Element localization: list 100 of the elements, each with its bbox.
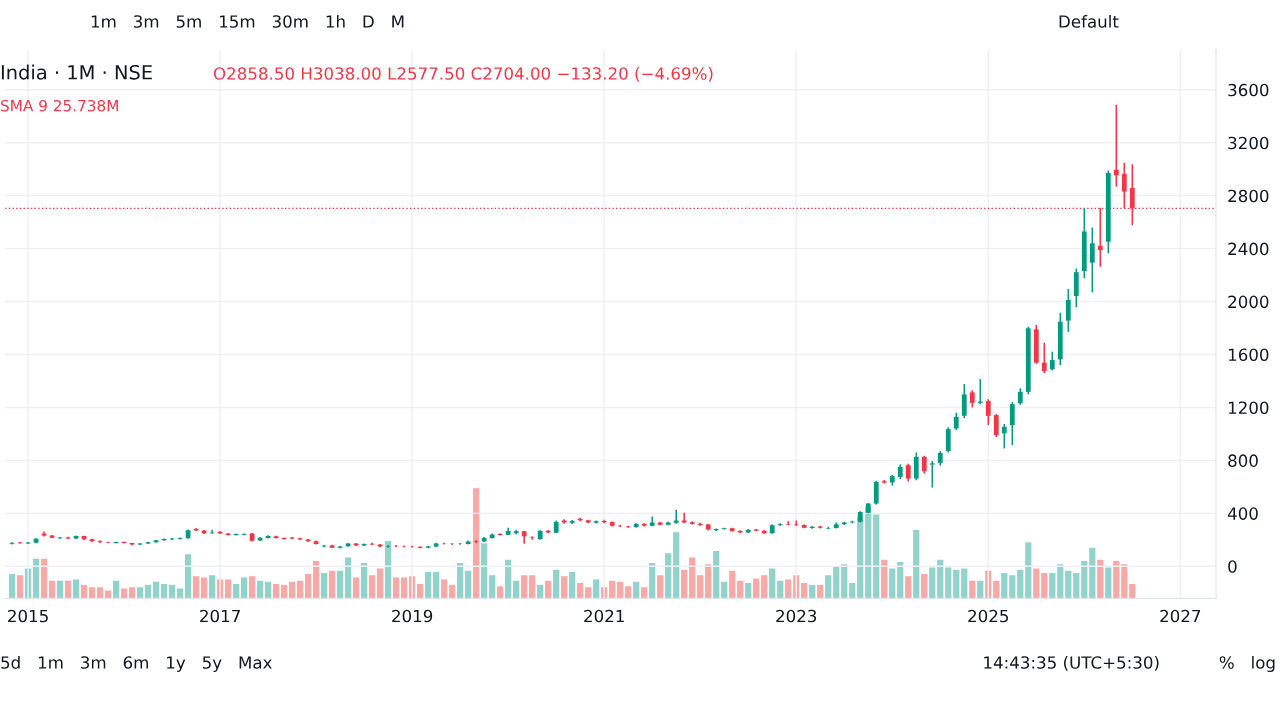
bar: [369, 575, 376, 599]
bar: [1017, 569, 1024, 599]
bar: [8, 574, 16, 599]
bar: [569, 571, 576, 599]
y-tick-label: 1200: [1228, 401, 1269, 415]
bar: [1041, 572, 1048, 599]
bar: [361, 563, 368, 599]
bar: [377, 568, 384, 599]
x-tick-label: 2025: [968, 609, 1009, 623]
bar: [817, 585, 824, 599]
bar: [673, 532, 680, 599]
bar: [657, 575, 664, 599]
y-tick-label: 2000: [1228, 295, 1269, 309]
bar: [1049, 572, 1056, 599]
bar: [241, 577, 248, 599]
bar: [1129, 584, 1136, 599]
candlestick: [1009, 401, 1015, 446]
bar: [1113, 560, 1120, 599]
bar: [905, 576, 912, 599]
candlestick: [1041, 341, 1047, 374]
bar: [273, 584, 280, 599]
bar: [56, 580, 64, 599]
bar: [1081, 560, 1088, 599]
bar: [545, 580, 552, 599]
candlestick: [929, 460, 935, 489]
y-tick-label: 2800: [1228, 189, 1269, 203]
bar: [385, 541, 392, 599]
bar: [136, 587, 144, 599]
x-tick-label: 2019: [392, 609, 433, 623]
bar: [128, 587, 136, 599]
bar: [825, 575, 832, 599]
bar: [152, 581, 160, 599]
bar: [401, 577, 408, 599]
text: % log: [1219, 655, 1275, 673]
bar: [745, 582, 752, 599]
bar: [337, 570, 344, 599]
bar: [513, 580, 520, 599]
bar: [953, 569, 960, 599]
bar: [897, 561, 904, 599]
annotation: SMA 9 25.738M: [1, 99, 118, 112]
candlestick: [913, 451, 919, 482]
y-tick-label: 400: [1227, 507, 1258, 520]
bar: [249, 576, 256, 599]
bar: [265, 581, 272, 599]
bar: [257, 580, 264, 599]
y-tick-label: 800: [1228, 454, 1258, 467]
bar: [1121, 564, 1128, 599]
bar: [16, 575, 24, 599]
candlestick: [233, 532, 239, 537]
bar: [297, 580, 304, 599]
bar: [945, 567, 952, 599]
candlestick: [1089, 226, 1095, 294]
candlestick: [993, 413, 999, 439]
bar: [969, 580, 976, 599]
bar: [721, 581, 728, 599]
bar: [1001, 572, 1008, 599]
bar: [665, 553, 672, 599]
bar: [681, 569, 688, 599]
bar: [176, 588, 184, 599]
bar: [289, 581, 296, 599]
bar: [160, 584, 168, 599]
bar: [329, 570, 336, 599]
bar: [561, 576, 568, 599]
y-tick-label: 1600: [1228, 348, 1269, 362]
bar: [585, 587, 592, 599]
bar: [689, 557, 696, 599]
bar: [769, 568, 776, 599]
bar: [88, 587, 96, 599]
y-tick-label: 0: [1228, 560, 1237, 573]
text: India · 1M · NSE: [1, 64, 152, 80]
bar: [577, 582, 584, 599]
bar: [785, 579, 792, 599]
text: Default: [1059, 14, 1119, 28]
bar: [841, 564, 848, 599]
bar: [713, 550, 720, 599]
text: 1m 3m 5m 15m 30m 1h D M: [91, 14, 404, 28]
candlestick: [961, 383, 967, 419]
text: 5d 1m 3m 6m 1y 5y Max: [1, 655, 272, 673]
bar: [48, 580, 56, 599]
bar: [777, 580, 784, 599]
bar: [809, 585, 816, 599]
bar: [441, 579, 448, 599]
bar: [305, 574, 312, 599]
bar: [521, 575, 528, 599]
bar: [633, 581, 640, 599]
bar: [497, 586, 504, 599]
bar: [489, 575, 496, 599]
bar: [993, 580, 1000, 599]
y-tick-label: 3200: [1228, 136, 1269, 150]
x-tick-label: 2027: [1160, 609, 1201, 623]
bar: [40, 558, 48, 599]
candlestick: [681, 512, 687, 525]
bar: [537, 585, 544, 599]
candlestick: [873, 480, 879, 506]
bar: [72, 579, 80, 599]
bar: [1097, 559, 1104, 599]
bar: [425, 571, 432, 599]
bar: [120, 588, 128, 599]
bar: [457, 563, 464, 599]
bar: [913, 530, 920, 599]
